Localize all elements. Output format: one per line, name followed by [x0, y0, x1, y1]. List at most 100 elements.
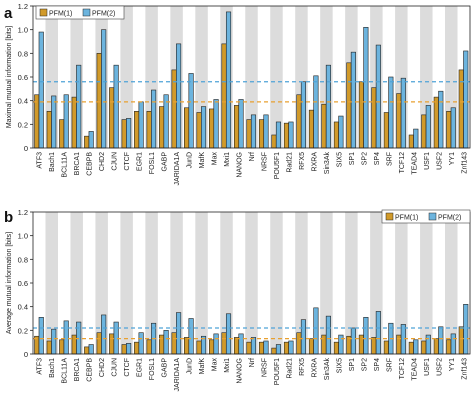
bar-pfm2 — [163, 94, 169, 149]
bar-pfm1 — [96, 53, 102, 149]
bar-pfm2 — [363, 317, 369, 355]
bar-pfm2 — [238, 99, 244, 149]
y-tick-label: 0 — [24, 144, 28, 153]
bar-pfm2 — [38, 317, 44, 355]
x-tick-label: Rad21 — [286, 358, 293, 379]
legend: PFM(1) PFM(2) — [381, 209, 471, 224]
category-stripe — [295, 212, 308, 354]
x-tick-label: ATF3 — [37, 152, 44, 169]
bar-pfm2 — [388, 76, 394, 149]
x-tick-label: YY1 — [449, 358, 456, 371]
bar-pfm2 — [51, 328, 57, 355]
category-stripe — [345, 212, 358, 354]
bar-pfm2 — [363, 26, 369, 149]
bar-pfm1 — [246, 341, 252, 355]
bar-pfm1 — [333, 341, 339, 355]
bar-pfm1 — [46, 340, 52, 355]
category-stripe — [70, 212, 83, 354]
legend: PFM(1) PFM(2) — [35, 5, 125, 20]
legend-swatch-2 — [82, 8, 91, 17]
bar-pfm2 — [463, 303, 469, 355]
bar-pfm2 — [263, 114, 269, 149]
y-tick-label: 0 — [24, 350, 28, 359]
x-tick-label: SIX5 — [336, 152, 343, 167]
bar-pfm2 — [413, 339, 419, 355]
bar-pfm2 — [51, 95, 57, 149]
bar-pfm2 — [288, 340, 294, 355]
x-tick-label: RFX5 — [299, 152, 306, 170]
category-stripe — [45, 212, 58, 354]
bar-pfm1 — [84, 346, 90, 355]
bar-pfm1 — [296, 94, 302, 149]
bar-pfm1 — [171, 332, 177, 355]
bar-pfm1 — [333, 121, 339, 149]
bar-pfm2 — [338, 115, 344, 149]
x-tick-label: YY1 — [449, 152, 456, 165]
bar-pfm2 — [213, 333, 219, 355]
bar-pfm1 — [121, 119, 127, 149]
bar-pfm2 — [138, 332, 144, 355]
y-tick-label: 0.6 — [18, 73, 28, 82]
bar-pfm2 — [250, 337, 257, 355]
x-tick-label: Rad21 — [286, 152, 293, 173]
bar-pfm1 — [371, 337, 377, 355]
bar-pfm1 — [109, 87, 115, 149]
x-tick-label: Max — [212, 358, 219, 372]
x-tick-label: USF2 — [436, 152, 443, 170]
bar-pfm2 — [113, 64, 119, 149]
bar-pfm1 — [346, 62, 352, 149]
bar-pfm2 — [88, 131, 94, 149]
x-tick-label: Mxi1 — [224, 152, 231, 167]
x-tick-label: USF1 — [424, 152, 431, 170]
bar-pfm1 — [408, 341, 414, 355]
bar-pfm2 — [63, 94, 69, 149]
bar-pfm1 — [109, 333, 115, 355]
x-tick-label: FOSL1 — [149, 152, 156, 174]
bar-pfm2 — [163, 330, 169, 355]
bar-pfm1 — [84, 135, 90, 149]
bar-pfm2 — [425, 334, 431, 355]
x-tick-label: BRCA1 — [74, 152, 81, 175]
y-tick-label: 0.8 — [18, 255, 28, 264]
x-tick-label: NANOG — [237, 358, 244, 384]
bar-pfm2 — [63, 320, 69, 355]
legend-swatch-1 — [385, 212, 394, 221]
x-tick-label: CHD2 — [99, 358, 106, 377]
bar-pfm2 — [225, 11, 232, 149]
bar-pfm1 — [46, 111, 52, 149]
panel-letter: a — [4, 5, 13, 22]
bar-pfm2 — [126, 118, 132, 149]
y-tick-label: 0.2 — [18, 326, 28, 335]
bar-pfm2 — [238, 333, 244, 355]
y-axis-label: Maximal mutual information [bits] — [6, 26, 13, 128]
bar-pfm1 — [296, 332, 302, 355]
bar-pfm2 — [263, 340, 269, 355]
bar-pfm2 — [188, 73, 194, 149]
x-tick-label: POU5F1 — [274, 358, 281, 385]
bar-pfm1 — [233, 337, 240, 355]
legend-box — [381, 209, 471, 224]
bar-pfm2 — [413, 128, 419, 149]
y-tick-label: 0.4 — [18, 97, 28, 106]
bar-pfm2 — [438, 90, 444, 149]
bar-pfm1 — [358, 334, 364, 355]
panel-a: 0 0.2 0.4 0.6 0.8 1.0 1.2 Maximal mutual inform… — [4, 2, 471, 185]
category-stripe — [420, 212, 433, 354]
bar-pfm1 — [258, 119, 265, 149]
bar-pfm1 — [308, 338, 314, 355]
bar-pfm2 — [313, 75, 319, 149]
legend-label-2: PFM(2) — [92, 11, 115, 18]
x-tick-label: SIX5 — [336, 358, 343, 373]
x-tick-label: JARIDA1A — [174, 358, 181, 392]
x-tick-label: TCF12 — [399, 358, 406, 380]
x-tick-label: NRSF — [261, 358, 268, 377]
bar-pfm1 — [184, 107, 190, 149]
x-tick-label: USF1 — [424, 358, 431, 376]
bar-pfm1 — [383, 340, 389, 355]
bar-pfm1 — [433, 96, 439, 149]
bar-pfm2 — [201, 106, 207, 149]
bar-pfm1 — [458, 326, 464, 355]
panel-b: 0 0.2 0.4 0.6 0.8 1.0 1.2 Average mutual inform… — [4, 208, 471, 392]
bar-pfm1 — [208, 108, 215, 149]
